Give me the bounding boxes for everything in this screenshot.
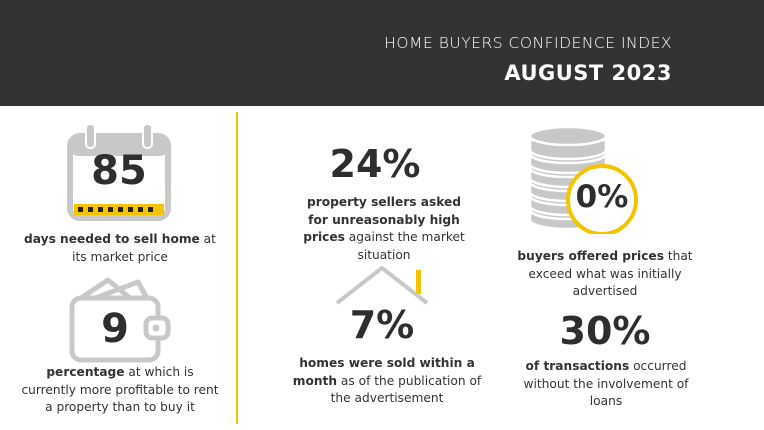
transactions-value: 30% [559,309,651,353]
header-subtitle: HOME BUYERS CONFIDENCE INDEX [384,34,672,52]
transactions-description-rest: occurred without the involvement of loan… [523,359,689,408]
sellers-description: property sellers asked for unreasonably … [296,194,472,264]
homes-description-bold: homes were sold within a month [292,356,475,388]
homes-description: homes were sold within a month as of the… [284,355,490,408]
homes-value: 7% [349,303,415,347]
days-description-rest: at its market price [72,232,216,264]
calendar-icon [67,124,171,221]
rent-description-rest: at which is currently more profitable to… [21,365,219,414]
header-banner: HOME BUYERS CONFIDENCE INDEX AUGUST 2023 [0,0,764,106]
header-title: AUGUST 2023 [504,61,672,85]
buyers-description: buyers offered prices that exceed what w… [508,248,702,301]
buyers-description-rest: that exceed what was initially advertise… [528,249,693,298]
rent-description: percentage at which is currently more pr… [20,364,220,417]
transactions-description: of transactions occurred without the inv… [514,358,698,411]
sellers-value: 24% [329,142,421,186]
wallet-icon [69,277,171,363]
days-value: 85 [91,148,147,194]
sellers-description-bold: property sellers asked for unreasonably … [303,195,461,244]
homes-description-rest: as of the publication of the advertiseme… [330,373,482,406]
buyers-value: 0% [575,179,629,215]
rent-value: 9 [101,306,129,352]
column-divider [236,112,238,424]
coins-stack-icon [528,125,638,234]
sellers-description-rest: against the market situation [344,230,465,262]
days-description-bold: days needed to sell home [24,232,200,246]
house-roof-icon [335,266,429,305]
transactions-description-bold: of transactions [525,359,630,373]
buyers-description-bold: buyers offered prices [517,249,664,263]
rent-description-bold: percentage [46,365,125,379]
days-description: days needed to sell home at its market p… [22,231,218,266]
